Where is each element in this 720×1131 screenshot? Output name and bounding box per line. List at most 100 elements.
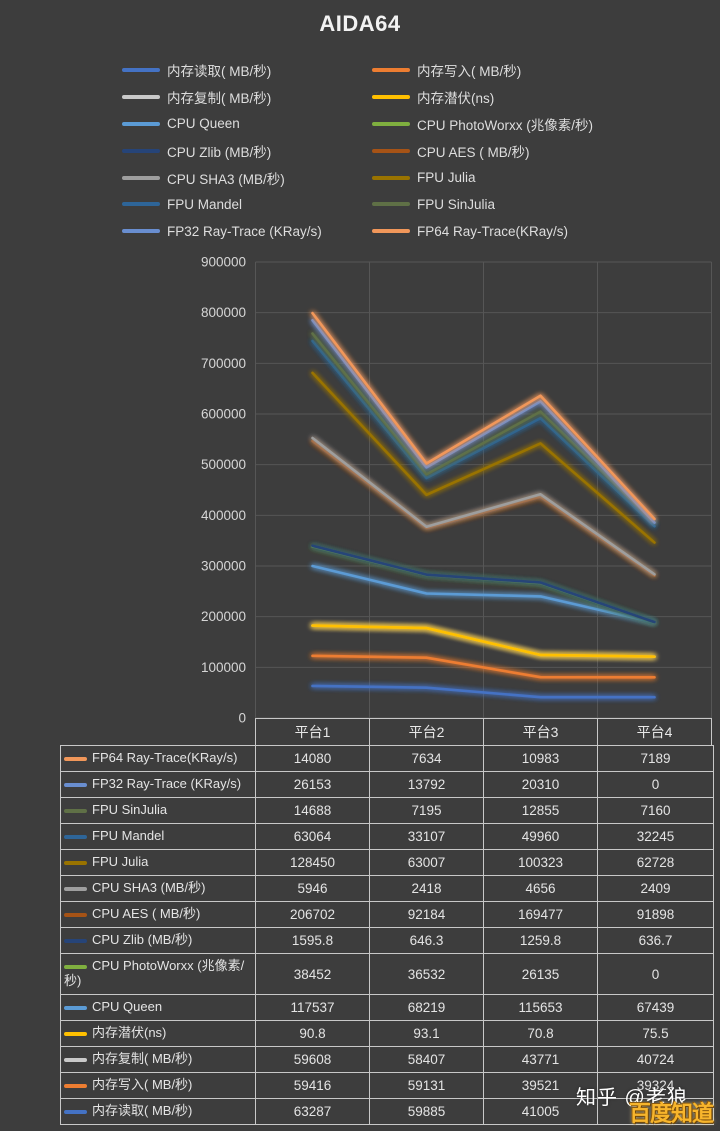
table-cell-value: 38452 [255,953,370,995]
table-cell-value: 62728 [597,849,714,876]
legend-item: FPU Julia [372,170,627,185]
series-label: CPU Queen [92,999,163,1015]
grid-lines [255,261,712,719]
table-row: CPU Zlib (MB/秒) 1595.8 646.3 1259.8 636.7 [60,927,714,954]
table-row: CPU PhotoWorxx (兆像素/秒) 38452 36532 26135 0 [60,953,714,995]
legend-color-swatch [122,95,160,100]
table-cell-value: 4656 [483,875,598,902]
series-line [311,544,656,624]
table-cell-value: 59131 [369,1072,484,1099]
legend-color-swatch [122,148,160,153]
series-line [311,684,656,699]
series-color-swatch [64,782,87,787]
table-cell-value: 91898 [597,901,714,928]
table-cell-value: 63287 [255,1098,370,1125]
legend-label: CPU AES ( MB/秒) [417,144,530,160]
legend-color-swatch [372,175,410,180]
legend-label: CPU Queen [167,116,240,132]
series-line [311,436,656,576]
legend-item: FP64 Ray-Trace(KRay/s) [372,224,627,239]
table-cell-value: 5946 [255,875,370,902]
legend-color-swatch [122,202,160,207]
series-label: CPU Zlib (MB/秒) [92,932,193,948]
series-line [311,564,656,624]
page-title: AIDA64 [319,11,401,36]
legend-label: CPU PhotoWorxx (兆像素/秒) [417,117,594,133]
table-cell-value: 68219 [369,994,484,1021]
series-label-cell: CPU SHA3 (MB/秒) [60,875,256,902]
series-label-cell: FP64 Ray-Trace(KRay/s) [60,745,256,772]
legend-label: CPU Zlib (MB/秒) [167,144,272,160]
legend-color-swatch [122,229,160,234]
series-label: FP64 Ray-Trace(KRay/s) [92,750,238,766]
series-label-cell: FP32 Ray-Trace (KRay/s) [60,771,256,798]
legend-color-swatch [372,148,410,153]
table-header-cell: 平台1 [256,719,370,745]
legend-color-swatch [372,68,410,73]
y-axis-tick-label: 300000 [201,559,246,574]
legend-label: FP32 Ray-Trace (KRay/s) [167,223,322,239]
table-row: FP32 Ray-Trace (KRay/s) 26153 13792 20310 0 [60,771,714,798]
series-label-cell: CPU Queen [60,994,256,1021]
series-label-cell: 内存写入( MB/秒) [60,1072,256,1099]
series-color-swatch [64,964,87,969]
table-cell-value: 39521 [483,1072,598,1099]
table-cell-value: 13792 [369,771,484,798]
table-cell-value: 41005 [483,1098,598,1125]
table-cell-value: 93.1 [369,1020,484,1047]
series-color-swatch [64,886,87,891]
table-cell-value: 26153 [255,771,370,798]
legend-color-swatch [372,95,410,100]
legend-label: 内存写入( MB/秒) [417,64,522,80]
y-axis-tick-label: 200000 [201,609,246,624]
legend-item: CPU SHA3 (MB/秒) [122,168,372,188]
table-cell-value: 75.5 [597,1020,714,1047]
data-table: FP64 Ray-Trace(KRay/s) 14080 7634 10983 7189… [60,745,714,1125]
legend-color-swatch [372,202,410,207]
y-axis-labels: 0 100000 200000 300000 400000 500000 600000 700… [201,255,246,726]
legend-label: FPU Julia [417,170,476,186]
table-cell-value: 59416 [255,1072,370,1099]
table-cell-value: 58407 [369,1046,484,1073]
table-cell-value: 128450 [255,849,370,876]
table-header-cell: 平台3 [484,719,598,745]
table-cell-value: 67439 [597,994,714,1021]
series-label: CPU SHA3 (MB/秒) [92,880,206,896]
series-color-swatch [64,1083,87,1088]
series-label: 内存读取( MB/秒) [92,1103,193,1119]
table-cell-value: 70.8 [483,1020,598,1047]
series-label-cell: FPU Julia [60,849,256,876]
series-label: 内存潜伏(ns) [92,1025,167,1041]
series-label-cell: 内存读取( MB/秒) [60,1098,256,1125]
table-cell-value: 2409 [597,875,714,902]
legend-label: 内存读取( MB/秒) [167,64,272,80]
table-cell-value: 14688 [255,797,370,824]
table-cell-value: 7160 [597,797,714,824]
table-cell-value: 59608 [255,1046,370,1073]
series-label-cell: CPU Zlib (MB/秒) [60,927,256,954]
table-cell-value: 20310 [483,771,598,798]
series-label: FPU SinJulia [92,802,168,818]
table-row: FPU Mandel 63064 33107 49960 32245 [60,823,714,850]
legend-color-swatch [372,121,410,126]
legend-color-swatch [122,121,160,126]
series-color-swatch [64,860,87,865]
series-color-swatch [64,938,87,943]
legend-label: CPU SHA3 (MB/秒) [167,171,285,187]
table-cell-value: 1595.8 [255,927,370,954]
series-label-cell: FPU Mandel [60,823,256,850]
series-color-swatch [64,912,87,917]
table-cell-value: 32245 [597,823,714,850]
table-row: 内存潜伏(ns) 90.8 93.1 70.8 75.5 [60,1020,714,1047]
y-axis-tick-label: 100000 [201,660,246,675]
series-color-swatch [64,1031,87,1036]
series-line [311,332,656,524]
series-label: FP32 Ray-Trace (KRay/s) [92,776,242,792]
table-row: 内存复制( MB/秒) 59608 58407 43771 40724 [60,1046,714,1073]
table-cell-value: 0 [597,953,714,995]
y-axis-tick-label: 700000 [201,356,246,371]
series-line [311,624,656,658]
series-label: FPU Mandel [92,828,165,844]
table-cell-value: 40724 [597,1046,714,1073]
